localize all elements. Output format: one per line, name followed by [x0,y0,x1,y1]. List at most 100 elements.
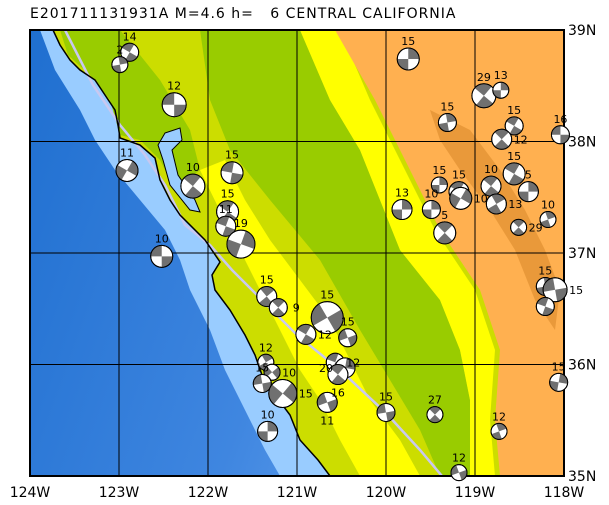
beachball-outline [391,199,413,221]
beachball-compression [330,364,346,385]
depth-label: 2 [116,44,123,57]
beachball-outline [220,161,244,185]
beachball-outline [396,47,420,71]
lon-tick-label: 123W [99,485,140,501]
beachball [491,128,513,150]
beachball [549,372,569,392]
beachball-compression [392,199,413,220]
beachball [391,199,413,221]
beachball [502,162,526,186]
beachball-outline [449,186,473,210]
beachball [150,244,174,268]
beachball-compression [218,200,237,223]
beachball-outline [437,113,457,133]
beachball [421,200,441,220]
beachball-outline [450,464,468,482]
beachball [490,422,508,440]
beachball-compression [422,200,441,219]
beachball [471,83,497,109]
lon-tick-label: 119W [455,485,496,501]
beachball-outline [268,378,298,408]
depth-label: 11 [219,203,233,216]
beachball-outline [426,406,444,424]
beachball-outline [327,364,349,386]
beachball-outline [421,200,441,220]
beachball-compression [150,245,173,268]
depth-label: 10 [474,192,488,205]
beachball [492,81,510,99]
beachball-compression [540,211,556,228]
beachball-compression [253,374,272,393]
beachball-outline [115,158,139,182]
beachball [338,328,358,348]
beachball-compression [264,366,281,379]
depth-label: 10 [484,163,498,176]
beachball [226,229,256,259]
map-frame [29,29,565,477]
depth-label: 19 [234,217,248,230]
beachball-compression [492,82,509,99]
beachball-outline [539,211,557,229]
beachball-compression [487,193,506,214]
beachball [426,406,444,424]
depth-label: 15 [440,101,454,114]
lat-tick-label: 35N [568,469,596,485]
depth-label: 29 [529,221,543,234]
beachball [376,402,396,422]
beachball-compression [226,230,255,258]
beachball-compression [216,216,236,237]
beachball-compression [162,92,187,117]
depth-label: 15 [507,104,521,117]
depth-label: 15 [299,387,313,400]
beachball-outline [542,277,568,303]
beachball-compression [112,56,128,73]
beachball-compression [438,113,457,132]
axis-labels: 124W 123W 122W 121W 120W 119W 118W 39N 38N 37N 36N… [10,23,597,501]
depth-label: 14 [123,30,137,43]
beachball-outline [492,81,510,99]
beachball-outline [263,363,281,381]
beachball-compression [549,373,568,392]
beachball [327,364,349,386]
beachball [517,181,539,203]
depth-label: 12 [318,328,332,341]
depth-label: 12 [259,341,273,354]
beachball-outline [268,298,288,318]
beachball [450,464,468,482]
beachball-compression [121,43,138,62]
depth-label: 15 [379,390,393,403]
depth-labels: 1421211101515111910159151215121220161015… [116,30,583,464]
depth-label: 15 [260,273,274,286]
beachball-outline [310,301,344,335]
beachball-outline [295,323,317,345]
beachball-outline [502,162,526,186]
beachball [268,298,288,318]
beachball [180,173,206,199]
depth-label: 15 [432,164,446,177]
beachball-outline [517,181,539,203]
beachball-outline [376,402,396,422]
beachball-compression [512,219,525,236]
lat-tick-label: 36N [568,358,596,374]
beachball-compression [483,176,499,197]
beachball [539,211,557,229]
depth-label: 15 [569,284,583,297]
beachball-compression [474,83,494,108]
beachball-compression [317,393,338,412]
coast-range-yellow [200,160,420,476]
beachball-outline [226,229,256,259]
beachball-outline [120,42,140,62]
beachball-compression [543,277,568,302]
beachball-outline [180,173,206,199]
beachball-compression [450,465,467,481]
sierra-crest [430,110,560,330]
beachball-compression [536,297,554,316]
lon-tick-label: 122W [188,485,229,501]
depth-label: 12 [492,410,506,423]
depth-label: 15 [225,149,239,162]
depth-label: 10 [155,232,169,245]
beachball [504,116,524,136]
beachball-outline [535,297,555,317]
beachball [396,47,420,71]
beachball-outline [491,128,513,150]
